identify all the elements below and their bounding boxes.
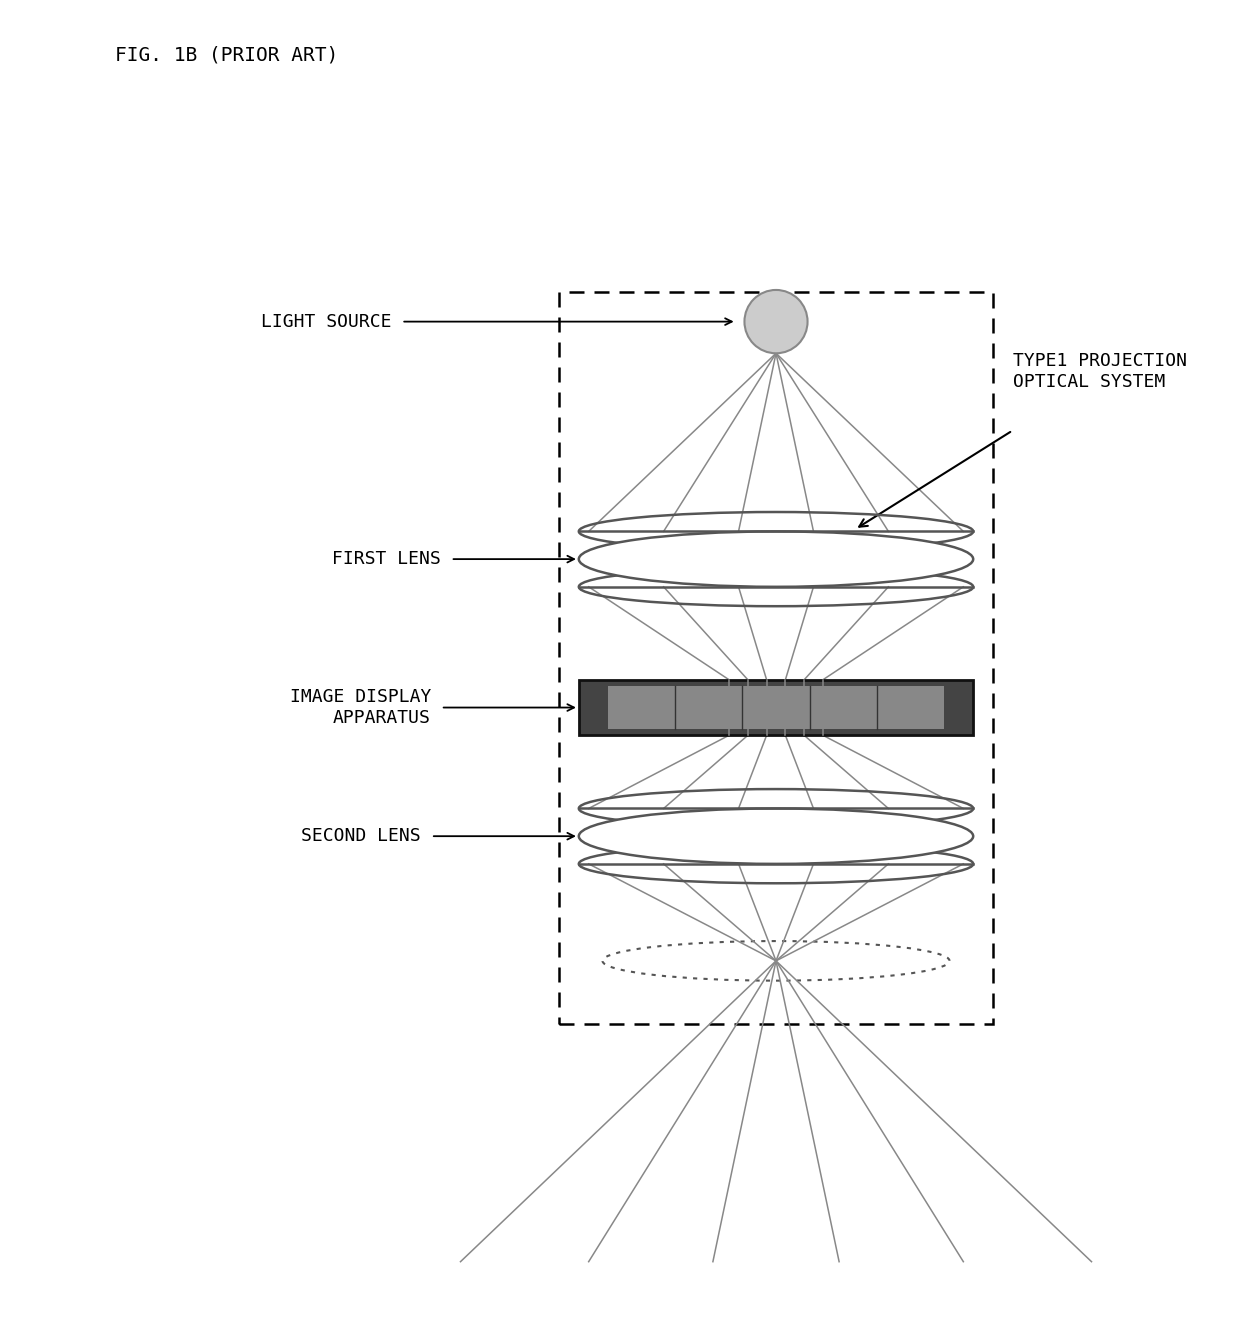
Text: TYPE1 PROJECTION
OPTICAL SYSTEM: TYPE1 PROJECTION OPTICAL SYSTEM <box>1013 352 1187 390</box>
Circle shape <box>744 290 807 353</box>
Text: LIGHT SOURCE: LIGHT SOURCE <box>260 312 392 331</box>
Bar <box>579 680 973 736</box>
Ellipse shape <box>579 531 973 587</box>
Bar <box>559 292 993 1024</box>
Text: IMAGE DISPLAY
APPARATUS: IMAGE DISPLAY APPARATUS <box>289 688 432 726</box>
Text: FIG. 1B (PRIOR ART): FIG. 1B (PRIOR ART) <box>115 45 339 64</box>
Text: SECOND LENS: SECOND LENS <box>301 827 422 845</box>
Ellipse shape <box>579 809 973 865</box>
Ellipse shape <box>603 942 950 980</box>
Bar <box>609 685 944 729</box>
Text: FIRST LENS: FIRST LENS <box>332 550 440 568</box>
